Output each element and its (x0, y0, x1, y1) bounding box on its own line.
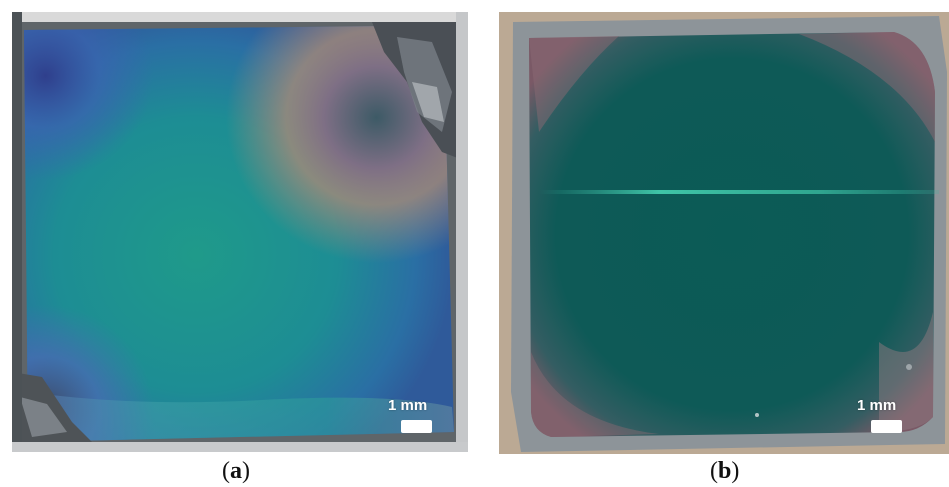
caption-b-letter: b (718, 458, 732, 484)
scale-bar-a (401, 420, 432, 433)
caption-a-close: ) (242, 458, 250, 484)
caption-a: (a) (222, 458, 250, 484)
scale-bar-b (871, 420, 902, 433)
caption-b-close: ) (731, 458, 740, 484)
caption-b-open: ( (710, 458, 718, 484)
caption-a-open: ( (222, 458, 230, 484)
scale-bar-label-b: 1 mm (857, 397, 897, 414)
sample-photo-a: 1 mm (12, 12, 468, 452)
caption-b: (b) (710, 458, 739, 484)
sample-photo-b: 1 mm (499, 12, 949, 454)
sample-b-image (499, 12, 949, 454)
caption-a-letter: a (230, 458, 242, 484)
scale-bar-label-a: 1 mm (388, 397, 428, 414)
sample-a-image (12, 12, 468, 452)
